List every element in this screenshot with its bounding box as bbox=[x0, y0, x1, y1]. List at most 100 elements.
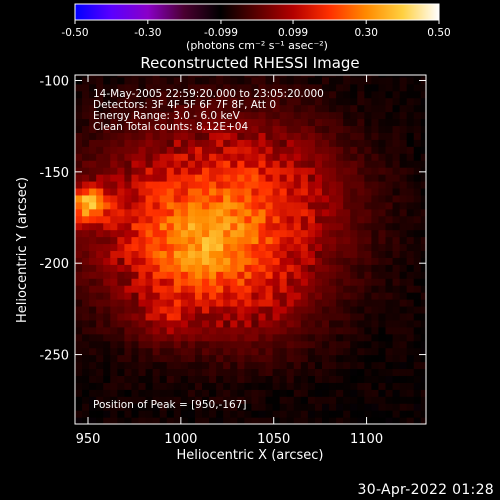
heatmap-cell bbox=[251, 229, 260, 238]
heatmap-cell bbox=[406, 139, 415, 147]
heatmap-cell bbox=[399, 146, 408, 154]
heatmap-cell bbox=[202, 389, 210, 397]
heatmap-cell bbox=[385, 354, 394, 363]
heatmap-cell bbox=[343, 153, 351, 161]
heatmap-cell bbox=[350, 354, 358, 363]
heatmap-cell bbox=[202, 257, 210, 265]
heatmap-cell bbox=[293, 132, 302, 140]
heatmap-cell bbox=[357, 97, 365, 106]
heatmap-cell bbox=[209, 264, 217, 272]
heatmap-cell bbox=[223, 194, 231, 203]
heatmap-cell bbox=[399, 111, 408, 120]
heatmap-cell bbox=[230, 222, 238, 231]
heatmap-cell bbox=[96, 326, 104, 335]
heatmap-cell bbox=[89, 396, 97, 404]
heatmap-cell bbox=[293, 160, 302, 168]
heatmap-cell bbox=[279, 347, 288, 356]
heatmap-cell bbox=[237, 305, 245, 314]
heatmap-cell bbox=[138, 257, 147, 265]
heatmap-cell bbox=[329, 299, 337, 307]
heatmap-cell bbox=[385, 167, 394, 175]
heatmap-cell bbox=[110, 354, 118, 363]
heatmap-cell bbox=[237, 278, 245, 286]
heatmap-cell bbox=[82, 375, 90, 383]
heatmap-cell bbox=[420, 167, 427, 175]
heatmap-cell bbox=[357, 354, 365, 363]
heatmap-cell bbox=[96, 83, 104, 92]
heatmap-cell bbox=[307, 312, 316, 321]
heatmap-cell bbox=[202, 361, 210, 370]
heatmap-cell bbox=[194, 125, 203, 133]
heatmap-cell bbox=[131, 174, 140, 182]
heatmap-cell bbox=[159, 132, 168, 140]
heatmap-cell bbox=[399, 83, 408, 92]
heatmap-cell bbox=[209, 139, 217, 147]
heatmap-cell bbox=[392, 292, 401, 300]
heatmap-cell bbox=[244, 104, 253, 113]
heatmap-cell bbox=[131, 375, 140, 383]
heatmap-cell bbox=[223, 118, 231, 127]
heatmap-cell bbox=[103, 403, 111, 411]
heatmap-cell bbox=[145, 153, 154, 161]
heatmap-cell bbox=[392, 76, 401, 85]
heatmap-cell bbox=[378, 111, 387, 120]
heatmap-cell bbox=[173, 153, 182, 161]
heatmap-cell bbox=[166, 375, 175, 383]
heatmap-cell bbox=[96, 410, 104, 418]
heatmap-cell bbox=[300, 243, 309, 252]
heatmap-cell bbox=[378, 90, 387, 99]
heatmap-cell bbox=[110, 167, 118, 175]
heatmap-cell bbox=[406, 97, 415, 106]
heatmap-cell bbox=[117, 76, 125, 85]
heatmap-cell bbox=[378, 264, 387, 272]
heatmap-cell bbox=[413, 333, 422, 342]
colorbar: -0.50 -0.30 -0.099 0.099 0.30 0.50 (photons c… bbox=[61, 3, 451, 52]
heatmap-cell bbox=[244, 83, 253, 92]
heatmap-cell bbox=[124, 278, 133, 286]
heatmap-cell bbox=[145, 208, 154, 217]
heatmap-cell bbox=[244, 375, 253, 383]
heatmap-cell bbox=[392, 410, 401, 418]
heatmap-cell bbox=[350, 153, 358, 161]
heatmap-cell bbox=[357, 146, 365, 154]
heatmap-cell bbox=[364, 125, 372, 133]
heatmap-cell bbox=[265, 340, 274, 349]
heatmap-cell bbox=[166, 271, 175, 279]
heatmap-cell bbox=[293, 222, 302, 231]
heatmap-cell bbox=[350, 180, 358, 189]
heatmap-cell bbox=[336, 361, 344, 370]
heatmap-cell bbox=[357, 292, 365, 300]
heatmap-cell bbox=[357, 90, 365, 99]
heatmap-cell bbox=[322, 174, 330, 182]
heatmap-cell bbox=[364, 271, 372, 279]
heatmap-cell bbox=[329, 375, 337, 383]
heatmap-cell bbox=[96, 361, 104, 370]
heatmap-cell bbox=[166, 160, 175, 168]
heatmap-cell bbox=[138, 396, 147, 404]
heatmap-cell bbox=[314, 111, 323, 120]
heatmap-cell bbox=[145, 83, 154, 92]
heatmap-cell bbox=[194, 229, 203, 238]
heatmap-cell bbox=[286, 410, 295, 418]
heatmap-cell bbox=[96, 347, 104, 356]
heatmap-cell bbox=[286, 305, 295, 314]
heatmap-cell bbox=[202, 417, 210, 425]
heatmap-cell bbox=[82, 76, 90, 85]
heatmap-cell bbox=[265, 90, 274, 99]
heatmap-cell bbox=[413, 111, 422, 120]
heatmap-cell bbox=[145, 236, 154, 245]
heatmap-cell bbox=[286, 83, 295, 92]
heatmap-cell bbox=[399, 97, 408, 106]
heatmap-cell bbox=[265, 125, 274, 133]
heatmap-cell bbox=[392, 354, 401, 363]
heatmap-cell bbox=[258, 229, 267, 238]
heatmap-cell bbox=[187, 264, 196, 272]
heatmap-cell bbox=[244, 354, 253, 363]
heatmap-cell bbox=[293, 264, 302, 272]
heatmap-cell bbox=[89, 167, 97, 175]
heatmap-cell bbox=[392, 97, 401, 106]
heatmap-cell bbox=[329, 285, 337, 293]
heatmap-cell bbox=[75, 90, 83, 99]
heatmap-cell bbox=[96, 118, 104, 127]
